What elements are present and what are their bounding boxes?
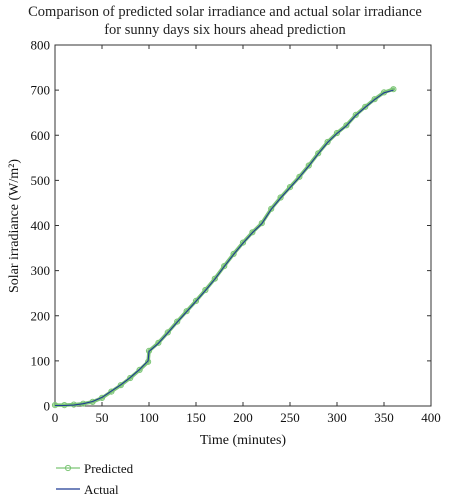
predicted-point: [192, 297, 200, 304]
predicted-point: [230, 250, 237, 257]
predicted-point: [390, 86, 397, 93]
predicted-point: [277, 194, 284, 201]
x-tick-label: 400: [421, 410, 441, 425]
predicted-point: [371, 96, 378, 103]
x-tick-label: 200: [233, 410, 253, 425]
predicted-point: [305, 162, 312, 169]
x-tick-label: 250: [280, 410, 300, 425]
predicted-point: [352, 111, 359, 119]
chart-subtitle: for sunny days six hours ahead predictio…: [104, 22, 346, 38]
x-tick-label: 300: [327, 410, 347, 425]
x-tick-label: 50: [96, 410, 109, 425]
predicted-point: [258, 220, 265, 227]
x-tick-label: 0: [52, 410, 59, 425]
y-tick-label: 200: [31, 308, 51, 323]
y-tick-label: 500: [31, 173, 51, 188]
predicted-point: [315, 150, 322, 157]
y-tick-label: 300: [31, 263, 51, 278]
x-axis-label: Time (minutes): [200, 433, 287, 448]
predicted-point: [286, 184, 294, 191]
predicted-point: [127, 374, 134, 382]
predicted-point: [211, 275, 218, 282]
predicted-point: [117, 382, 124, 389]
predicted-point: [362, 103, 369, 110]
series-line-predicted: [53, 87, 396, 407]
x-tick-label: 100: [139, 410, 159, 425]
predicted-point: [343, 122, 350, 129]
y-axis-label: Solar irradiance (W/m²): [7, 159, 22, 293]
legend: Predicted Actual: [56, 461, 134, 497]
predicted-point: [98, 394, 106, 401]
y-tick-label: 600: [31, 128, 51, 143]
y-tick-label: 700: [31, 83, 51, 98]
y-axis: 0 100 200 300 400 500 600 700 800: [31, 38, 431, 414]
predicted-point: [296, 173, 303, 180]
predicted-point: [239, 239, 247, 246]
predicted-point: [164, 329, 171, 336]
y-tick-label: 100: [31, 353, 51, 368]
chart-title: Comparison of predicted solar irradiance…: [28, 4, 422, 20]
predicted-point: [324, 138, 331, 146]
y-tick-label: 800: [31, 38, 51, 53]
predicted-point: [268, 205, 275, 212]
predicted-point: [333, 129, 341, 137]
y-tick-label: 0: [44, 399, 51, 414]
predicted-point: [108, 388, 115, 395]
legend-predicted-marker: [64, 464, 72, 472]
predicted-point: [183, 308, 190, 315]
y-tick-label: 400: [31, 218, 51, 233]
series-line-actual: [55, 89, 394, 407]
predicted-point: [155, 339, 162, 346]
legend-predicted-label: Predicted: [84, 461, 134, 476]
predicted-point: [202, 286, 209, 294]
x-tick-label: 350: [374, 410, 394, 425]
predicted-point: [174, 318, 181, 325]
x-tick-label: 150: [186, 410, 206, 425]
series-layer: [51, 86, 397, 409]
predicted-point: [136, 366, 143, 373]
legend-actual-label: Actual: [84, 482, 119, 497]
predicted-point: [221, 263, 228, 270]
predicted-point: [249, 229, 256, 236]
x-axis: 0 50 100 150 200 250 300 350 400: [52, 45, 441, 425]
